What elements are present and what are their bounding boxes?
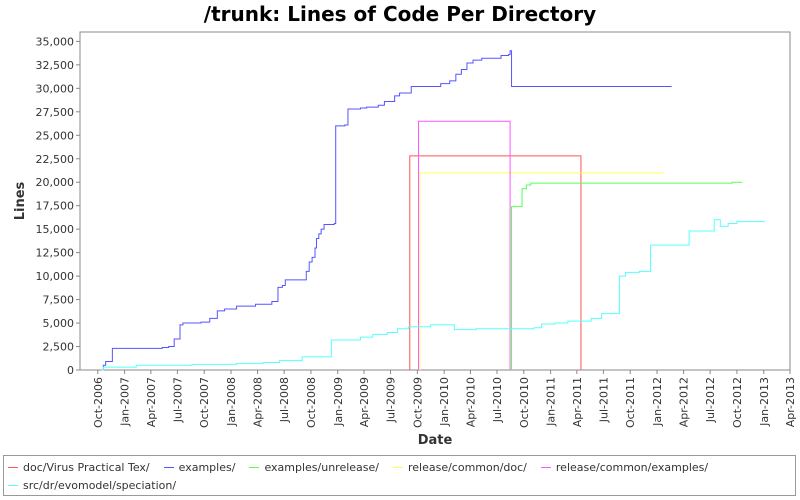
legend-swatch (392, 466, 403, 468)
series-line-4 (418, 120, 511, 370)
y-axis: 0 2,500 5,000 7,500 10,000 12,500 15,000 17,500… (36, 35, 80, 377)
series-line-1 (101, 50, 672, 371)
x-tick-label: Oct-2008 (305, 377, 318, 428)
series-line-2 (511, 181, 743, 370)
x-tick-label: Apr-2008 (252, 377, 265, 427)
y-tick-label: 7,500 (43, 294, 75, 307)
x-tick-label: Jan-2007 (119, 377, 132, 427)
x-tick-label: Jan-2009 (332, 377, 345, 427)
x-tick-label: Oct-2012 (731, 377, 744, 428)
chart-title: /trunk: Lines of Code Per Directory (203, 2, 597, 26)
x-tick-label: Jan-2011 (545, 377, 558, 427)
x-tick-label: Jan-2013 (758, 377, 771, 427)
x-tick-label: Oct-2007 (198, 377, 211, 428)
y-tick-label: 12,500 (36, 247, 75, 260)
x-tick-label: Apr-2007 (145, 377, 158, 427)
y-tick-label: 25,000 (36, 129, 75, 142)
legend-label: release/common/examples/ (555, 460, 709, 474)
legend-item: doc/Virus Practical Tex/ (8, 458, 150, 476)
legend-swatch (163, 466, 174, 468)
y-tick-label: 5,000 (43, 317, 75, 330)
y-tick-label: 15,000 (36, 223, 75, 236)
x-tick-label: Jan-2012 (651, 377, 664, 427)
y-tick-label: 2,500 (43, 341, 75, 354)
y-tick-label: 10,000 (36, 270, 75, 283)
x-tick-label: Oct-2006 (92, 377, 105, 428)
x-tick-label: Jul-2008 (278, 377, 291, 423)
series-line-0 (409, 155, 582, 370)
legend-label: doc/Virus Practical Tex/ (23, 460, 150, 474)
plot-area (79, 31, 791, 371)
legend-swatch (249, 466, 260, 468)
y-tick-label: 17,500 (36, 200, 75, 213)
legend-item: src/dr/evomodel/speciation/ (8, 476, 176, 494)
x-tick-label: Apr-2010 (464, 377, 477, 427)
legend-label: src/dr/evomodel/speciation/ (23, 478, 177, 492)
line-chart: 0 2,500 5,000 7,500 10,000 12,500 15,000 17,500… (13, 31, 797, 448)
legend-item: release/common/examples/ (540, 458, 709, 476)
series-line-5 (101, 219, 765, 371)
y-tick-label: 0 (67, 364, 74, 377)
x-tick-label: Oct-2009 (411, 377, 424, 428)
x-tick-label: Apr-2009 (358, 377, 371, 427)
x-tick-label: Apr-2012 (678, 377, 691, 427)
x-tick-label: Apr-2011 (571, 377, 584, 427)
x-tick-label: Jan-2010 (438, 377, 451, 427)
x-tick-label: Oct-2010 (518, 377, 531, 428)
y-tick-label: 20,000 (36, 176, 75, 189)
legend-item: release/common/doc/ (392, 458, 527, 476)
y-tick-label: 27,500 (36, 106, 75, 119)
x-tick-label: Jul-2007 (171, 377, 184, 423)
y-axis-label: Lines (13, 181, 28, 220)
series-layer (101, 50, 765, 371)
series-line-3 (419, 172, 665, 370)
legend-swatch (8, 484, 18, 486)
x-tick-label: Apr-2013 (784, 377, 797, 427)
x-tick-label: Jul-2012 (704, 377, 717, 423)
legend-item: examples/ (163, 458, 236, 476)
x-tick-label: Oct-2011 (624, 377, 637, 428)
legend-label: examples/ (178, 460, 236, 474)
y-tick-label: 32,500 (36, 59, 75, 72)
legend-label: examples/unrelease/ (264, 460, 379, 474)
legend-swatch (8, 466, 18, 468)
y-tick-label: 30,000 (36, 82, 75, 95)
legend-item: examples/unrelease/ (249, 458, 379, 476)
y-tick-label: 35,000 (36, 35, 75, 48)
x-axis: Oct-2006 Jan-2007 Apr-2007 Jul-2007 Oct-2007… (92, 370, 797, 428)
legend-label: release/common/doc/ (407, 460, 527, 474)
x-tick-label: Jan-2008 (225, 377, 238, 427)
legend: doc/Virus Practical Tex/examples/example… (3, 455, 796, 496)
x-tick-label: Jul-2009 (385, 377, 398, 423)
legend-swatch (540, 466, 551, 468)
y-tick-label: 22,500 (36, 153, 75, 166)
x-tick-label: Jul-2011 (597, 377, 610, 423)
x-axis-label: Date (418, 433, 453, 448)
x-tick-label: Jul-2010 (491, 377, 504, 423)
